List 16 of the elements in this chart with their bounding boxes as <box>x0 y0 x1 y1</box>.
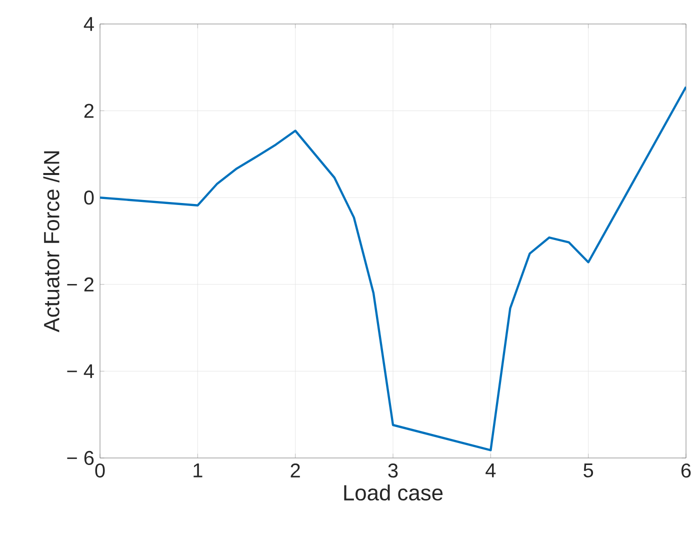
y-axis-title: Actuator Force /kN <box>43 151 60 332</box>
x-tick-label: 6 <box>681 464 691 478</box>
line-series <box>100 86 686 452</box>
y-tick-label: − 2 <box>67 277 94 292</box>
y-tick-label: 0 <box>84 190 94 205</box>
x-tick-label: 4 <box>486 464 496 478</box>
y-tick-label: − 4 <box>67 364 94 378</box>
x-tick-label: 0 <box>95 464 105 478</box>
x-axis-title: Load case <box>344 484 443 501</box>
x-tick-label: 1 <box>194 464 202 478</box>
x-tick-label: 2 <box>290 464 300 478</box>
y-tick-label: 4 <box>84 17 94 31</box>
y-tick-label: − 6 <box>67 450 94 466</box>
y-tick-label: 2 <box>84 104 94 118</box>
x-tick-label: 3 <box>388 464 398 478</box>
x-tick-label: 5 <box>584 464 594 478</box>
